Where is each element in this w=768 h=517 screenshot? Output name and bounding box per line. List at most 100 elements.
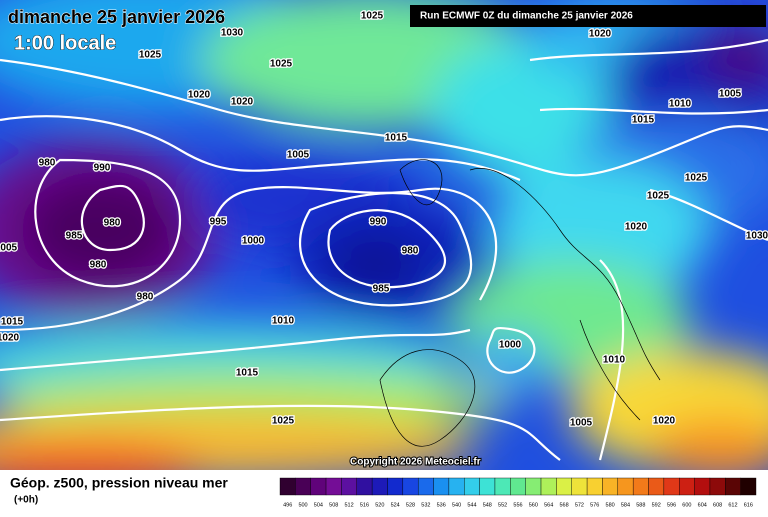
isobar-label: 1015 [632, 115, 655, 126]
isobar-label: 995 [210, 217, 227, 228]
isobar-label: 1015 [236, 368, 259, 379]
isobar-label: 1020 [188, 90, 211, 101]
colorbar-label: 600 [682, 502, 691, 508]
isobar-labels: 1025 1030 1025 1025 1020 1020 1015 1005 980 990 98… [0, 9, 768, 430]
colorbar-label: 560 [529, 502, 538, 508]
coastlines [379, 159, 661, 447]
colorbar-label: 596 [667, 502, 676, 508]
colorbar-cell [310, 477, 327, 496]
colorbar-label: 580 [606, 502, 615, 508]
colorbar-cell [433, 477, 450, 496]
colorbar-label: 508 [329, 502, 338, 508]
isobar-label: 980 [90, 260, 107, 271]
colorbar-cell [586, 477, 603, 496]
colorbar-cell [494, 477, 511, 496]
colorbar-label: 608 [713, 502, 722, 508]
colorbar-cell [448, 477, 465, 496]
colorbar-cell [663, 477, 680, 496]
colorbar-cell [341, 477, 357, 496]
colorbar-label: 528 [406, 502, 415, 508]
isobar-label: 985 [373, 284, 390, 295]
isobar-label: 990 [370, 217, 387, 228]
colorbar-label: 536 [437, 502, 446, 508]
isobar-label: 1025 [139, 50, 162, 61]
isobar-label: 1020 [0, 333, 20, 344]
isobar-label: 1010 [669, 99, 692, 110]
colorbar-cell [510, 477, 526, 496]
colorbar-label: 516 [360, 502, 369, 508]
colorbar-label: 584 [621, 502, 630, 508]
colorbar-cell [371, 477, 388, 496]
isobar-label: 1005 [287, 150, 310, 161]
colorbar-cell [525, 477, 542, 496]
colorbar-cell [694, 477, 711, 496]
isobar-label: 1020 [653, 416, 676, 427]
colorbar-cell [740, 477, 757, 496]
isobar-label: 1020 [625, 222, 648, 233]
colorbar-label: 504 [314, 502, 323, 508]
isobar-label: 1005 [570, 418, 593, 429]
colorbar-label: 588 [636, 502, 645, 508]
colorbar-label: 544 [467, 502, 476, 508]
colorbar-cell [602, 477, 619, 496]
colorbar-label: 612 [728, 502, 737, 508]
colorbar-label: 604 [698, 502, 707, 508]
colorbar-cell [464, 477, 480, 496]
isobar-label: 1025 [647, 191, 670, 202]
colorbar-label: 592 [652, 502, 661, 508]
colorbar-cell [356, 477, 373, 496]
colorbar-label: 552 [498, 502, 507, 508]
isobar-label: 985 [66, 231, 83, 242]
isobar-label: 1010 [603, 355, 626, 366]
isobar-label: 1020 [231, 97, 254, 108]
colorbar-label: 564 [544, 502, 553, 508]
copyright: Copyright 2026 Meteociel.fr [350, 457, 481, 468]
colorbar-cell [279, 477, 296, 496]
isobar-label: 1025 [270, 59, 293, 70]
colorbar-cell [325, 477, 342, 496]
colorbar-cell [295, 477, 311, 496]
run-box [410, 5, 766, 27]
map-date: dimanche 25 janvier 2026 [8, 7, 225, 27]
isobar-label: 1030 [221, 28, 244, 39]
colorbar-cell [540, 477, 557, 496]
colorbar-label: 496 [283, 502, 292, 508]
isobar-label: 1025 [272, 416, 295, 427]
colorbar-cell [632, 477, 649, 496]
colorbar-label: 616 [744, 502, 753, 508]
colorbar-label: 512 [345, 502, 354, 508]
isobar-label: 1015 [385, 133, 408, 144]
isobars [0, 38, 768, 461]
colorbar-label: 556 [513, 502, 522, 508]
colorbar-label: 520 [375, 502, 384, 508]
colorbar-label: 524 [391, 502, 400, 508]
colorbar-cell [417, 477, 434, 496]
colorbar-label: 548 [483, 502, 492, 508]
local-time: 1:00 locale [14, 32, 116, 54]
colorbar-cell [725, 477, 741, 496]
isobar-label: 980 [137, 292, 154, 303]
legend-title: Géop. z500, pression niveau mer [10, 475, 228, 491]
colorbar-label: 532 [421, 502, 430, 508]
colorbar-cell [617, 477, 634, 496]
forecast-step: (+0h) [14, 495, 38, 506]
colorbar-cell [679, 477, 695, 496]
colorbar-cell [556, 477, 572, 496]
isobar-label: 980 [402, 246, 419, 257]
isobar-label: 990 [94, 163, 111, 174]
colorbar-label: 576 [590, 502, 599, 508]
isobar-label: 1005 [719, 89, 742, 100]
isobar-label: 1010 [272, 316, 295, 327]
run-label: Run ECMWF 0Z du dimanche 25 janvier 2026 [420, 11, 633, 22]
isobar-label: 980 [104, 218, 121, 229]
colorbar-cell [709, 477, 726, 496]
colorbar-cell [479, 477, 496, 496]
isobar-label: 1030 [746, 231, 768, 242]
map-field [0, 0, 768, 470]
colorbar-cell [571, 477, 588, 496]
isobar-label: 1015 [1, 317, 24, 328]
colorbar-cell [648, 477, 665, 496]
isobar-label: 1025 [685, 173, 708, 184]
colorbar-cell [402, 477, 419, 496]
